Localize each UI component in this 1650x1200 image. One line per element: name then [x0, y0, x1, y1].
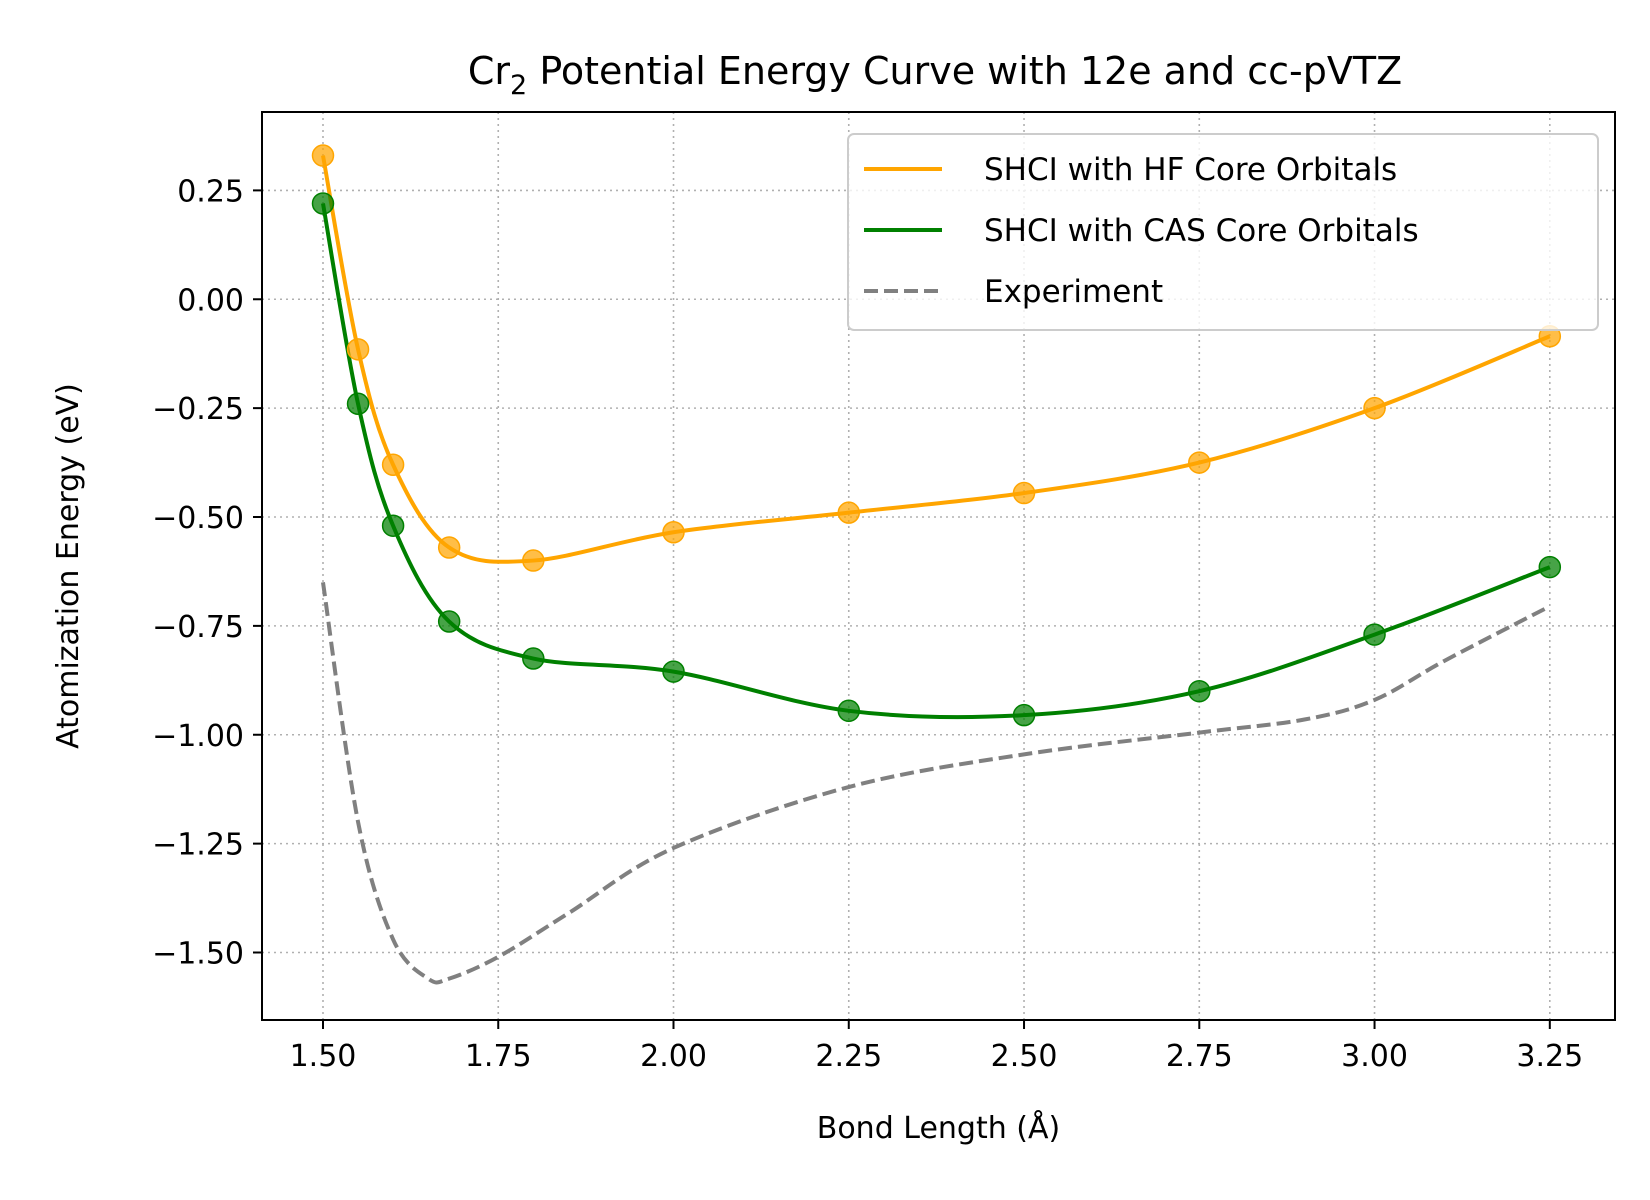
y-tick-label: −1.50	[152, 936, 244, 971]
legend-box	[847, 133, 1599, 331]
data-point-shci-with-cas-core-orbitals	[1363, 623, 1386, 646]
data-point-shci-with-cas-core-orbitals	[1188, 679, 1211, 703]
data-point-shci-with-hf-core-orbitals	[662, 520, 685, 544]
data-point-shci-with-hf-core-orbitals	[346, 338, 370, 361]
x-axis-title: Bond Length (Å)	[817, 1110, 1060, 1146]
x-tick-label: 2.75	[1166, 1039, 1233, 1074]
data-point-shci-with-hf-core-orbitals	[837, 501, 861, 524]
x-tick-label: 3.25	[1516, 1039, 1583, 1074]
data-point-shci-with-cas-core-orbitals	[522, 647, 545, 670]
plot-frame	[261, 111, 1616, 1021]
x-tick-label: 2.50	[991, 1039, 1058, 1074]
y-tick-label: 0.00	[177, 283, 244, 318]
data-point-shci-with-hf-core-orbitals	[437, 536, 461, 559]
x-tick-label: 2.00	[640, 1039, 707, 1074]
chart-title-prefix: Cr	[468, 49, 511, 93]
chart-title-suffix: Potential Energy Curve with 12e and cc-p…	[527, 49, 1402, 93]
data-point-shci-with-cas-core-orbitals	[837, 699, 861, 723]
data-point-shci-with-cas-core-orbitals	[437, 610, 461, 633]
data-point-shci-with-hf-core-orbitals	[1012, 481, 1036, 505]
axis-ticks: 1.50 1.75 2.00 2.25 2.50 2.75 3.00 3.25 0.25 0.00…	[152, 174, 1583, 1074]
series-line-experiment	[321, 582, 1551, 985]
data-point-shci-with-cas-core-orbitals	[1538, 555, 1562, 579]
data-point-shci-with-cas-core-orbitals	[311, 192, 335, 215]
chart-title: Cr2 Potential Energy Curve with 12e and …	[468, 49, 1402, 101]
x-tick-label: 1.50	[290, 1039, 357, 1074]
x-tick-label: 3.00	[1341, 1039, 1408, 1074]
y-tick-label: −1.00	[152, 719, 244, 754]
y-axis-title: Atomization Energy (eV)	[51, 383, 86, 749]
chart-title-subscript: 2	[510, 70, 527, 101]
series-line-shci-with-hf-core-orbitals	[321, 155, 1551, 564]
plot-area	[311, 144, 1562, 985]
data-point-shci-with-hf-core-orbitals	[1363, 396, 1386, 420]
y-tick-label: −0.25	[152, 392, 244, 427]
data-point-shci-with-cas-core-orbitals	[1012, 703, 1036, 727]
data-point-shci-with-hf-core-orbitals	[381, 453, 405, 476]
data-point-shci-with-hf-core-orbitals	[311, 144, 335, 167]
legend-label-experiment: Experiment	[984, 274, 1163, 310]
data-point-shci-with-cas-core-orbitals	[346, 392, 370, 416]
x-tick-label: 1.75	[465, 1039, 532, 1074]
y-tick-label: 0.25	[177, 174, 244, 209]
y-tick-label: −0.75	[152, 610, 244, 645]
data-point-shci-with-hf-core-orbitals	[522, 549, 545, 572]
data-point-shci-with-hf-core-orbitals	[1188, 451, 1211, 474]
legend: SHCI with HF Core Orbitals SHCI with CAS …	[847, 133, 1599, 331]
y-tick-label: −1.25	[152, 828, 244, 863]
legend-label-shci-with-cas-core-orbitals: SHCI with CAS Core Orbitals	[984, 213, 1419, 249]
y-tick-label: −0.50	[152, 501, 244, 536]
legend-label-shci-with-hf-core-orbitals: SHCI with HF Core Orbitals	[984, 152, 1397, 188]
x-tick-label: 2.25	[815, 1039, 882, 1074]
data-point-shci-with-cas-core-orbitals	[381, 514, 405, 537]
data-point-shci-with-cas-core-orbitals	[662, 660, 685, 683]
series-line-shci-with-cas-core-orbitals	[321, 203, 1551, 720]
